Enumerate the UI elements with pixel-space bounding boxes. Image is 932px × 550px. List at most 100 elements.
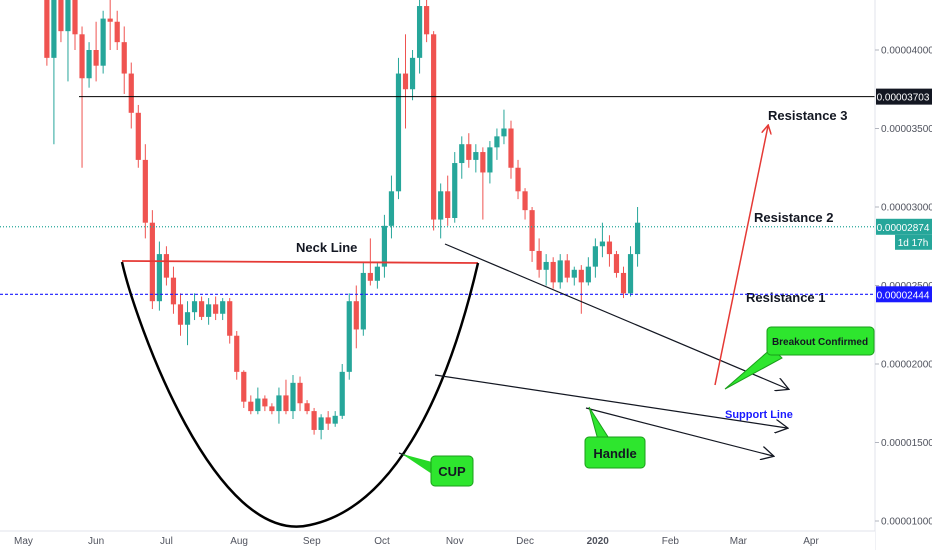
cup-callout: CUP [398,452,474,487]
candle [283,379,289,415]
breakout-target-arrow[interactable] [714,126,768,386]
price-axis[interactable]: 0.000010000.000015000.000020000.00002500… [874,0,932,550]
cup-label: CUP [438,464,466,479]
candle-body [529,210,535,251]
candle [156,241,162,311]
candle [480,147,486,220]
level-label: Resistance 2 [754,210,834,225]
candle [65,0,71,82]
candle-body [248,401,254,412]
candle [198,296,205,321]
y-tick-label: 0.00003000 [881,203,932,214]
neck-line-label: Neck Line [296,240,357,255]
candle-body [431,34,437,220]
candle [163,246,170,286]
candle [424,0,430,43]
candle [234,331,240,380]
candle-body [402,73,409,90]
handle-bottom-trendline[interactable] [585,407,773,456]
candle-body [142,159,148,223]
candle-body [452,163,458,218]
candle-body [213,304,219,314]
countdown-tag [895,234,932,250]
candle [515,159,521,200]
candle-body [51,0,57,58]
candle-body [599,241,606,247]
candle [620,266,627,299]
handle-lower-trendline[interactable] [434,374,787,428]
x-tick-label: May [14,536,33,547]
candle-body [409,57,416,90]
level-label: Resistance 3 [768,108,848,123]
y-tick-label: 0.00004000 [881,46,932,57]
price-tag [876,218,932,235]
level-lines: Resistance 3 Resistance 2 Resistance 1 Supp… [0,96,875,421]
candle-body [466,144,472,160]
x-tick-label: Sep [303,536,321,547]
candle [191,293,198,321]
candle-body [438,191,444,220]
candle-body [269,406,275,412]
candle-body [184,312,191,325]
candle-body [494,136,500,148]
candle-body [198,301,205,317]
candle-body [72,0,78,35]
price-tag-text: 0.00002444 [877,290,930,301]
candle-body [381,225,388,267]
candle [290,374,296,419]
price-tag [876,88,932,105]
x-tick-label: Jun [88,536,104,547]
candle [459,136,465,179]
candle [346,293,352,380]
level-label: Resistance 1 [746,290,826,305]
candle [529,207,535,262]
candle [206,298,212,325]
candle-body [571,269,577,278]
candle-body [508,128,514,168]
candle [297,376,303,412]
candle [395,57,402,200]
candle-body [227,301,233,336]
candle-body [234,335,240,372]
candle [381,214,388,278]
candle [262,395,268,412]
candle [557,254,563,289]
candle [543,254,549,286]
candle [606,235,613,267]
cup-curve[interactable] [120,261,480,528]
candle-body [191,301,198,313]
breakout-callout: Breakout Confirmed [724,326,875,390]
handle-upper-trendline[interactable] [444,243,788,389]
handle-label: Handle [593,446,636,461]
candle-body [353,301,359,330]
candle-body [135,112,141,160]
price-tag-text: 0.00002874 [877,223,930,234]
candle [93,21,99,82]
candle-body [360,272,366,330]
candle [508,120,514,179]
candle [220,298,226,321]
candle [184,301,191,346]
candle-body [58,0,64,32]
price-tag [876,286,932,303]
candle-body [325,417,331,424]
candle-body [501,128,507,137]
candle [571,266,577,286]
candle [121,26,127,94]
candle [269,403,275,415]
candle [304,400,310,415]
time-axis[interactable]: May Jun Jul Aug Sep Oct Nov Dec 2020 Feb Mar Apr [0,530,875,550]
neck-line[interactable] [121,260,479,264]
candle [487,141,493,184]
candle [142,144,148,239]
candle-body [177,304,184,325]
candle-body [388,191,395,226]
candle-body [459,144,465,164]
candle [227,298,233,344]
candle [248,395,254,415]
price-tag-text: 0.00003703 [877,93,930,104]
candle [374,261,380,289]
candle [135,104,141,168]
candle [564,254,570,283]
